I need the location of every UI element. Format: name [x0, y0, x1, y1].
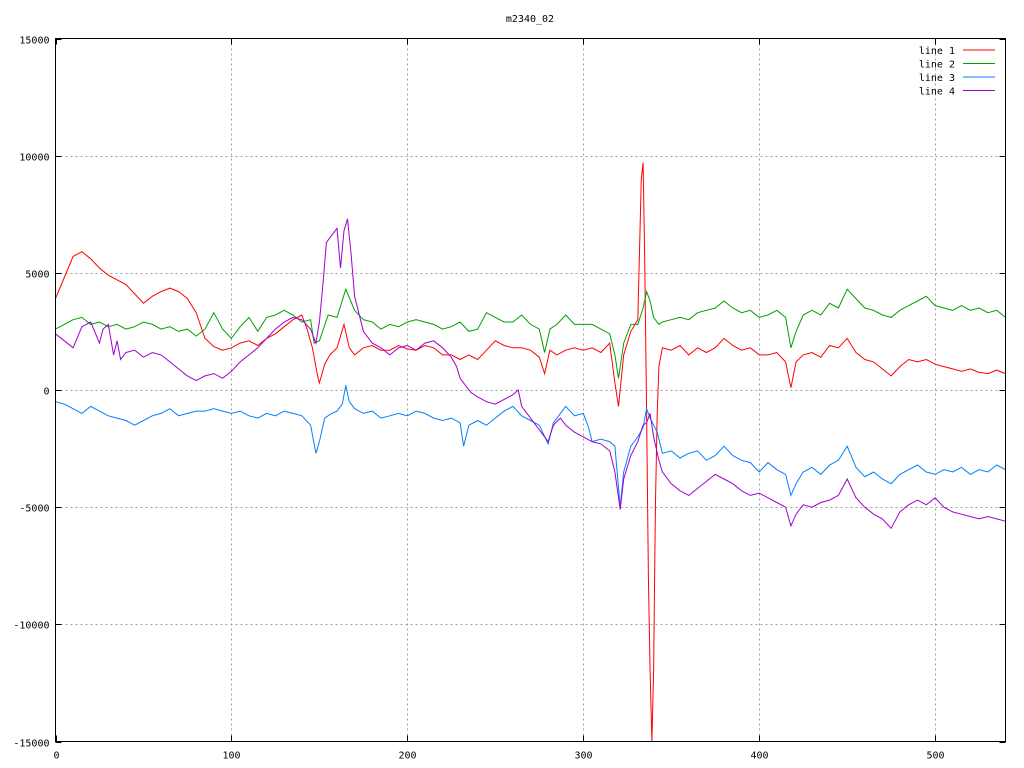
series-line-2 — [55, 287, 1006, 379]
series-line-4 — [55, 218, 1006, 530]
series-line-3 — [55, 385, 1006, 508]
grid — [55, 38, 1006, 742]
x-tick-label: 100 — [222, 751, 240, 762]
series-group — [55, 162, 1006, 742]
y-tick-label: -10000 — [13, 621, 49, 632]
y-tick-label: -5000 — [19, 504, 49, 515]
y-tick-label: 15000 — [19, 36, 49, 47]
legend-label: line 3 — [919, 73, 955, 84]
y-tick-label: 0 — [43, 387, 49, 398]
axis-ticks — [55, 38, 1006, 743]
legend: line 1 line 2 line 3 line 4 — [919, 46, 995, 98]
legend-label: line 4 — [919, 87, 955, 98]
legend-label: line 2 — [919, 60, 955, 71]
x-tick-label: 0 — [53, 751, 59, 762]
y-tick-label: -15000 — [13, 739, 49, 750]
x-tick-label: 300 — [574, 751, 592, 762]
y-tick-label: 5000 — [25, 270, 49, 281]
y-tick-label: 10000 — [19, 153, 49, 164]
legend-label: line 1 — [919, 46, 955, 57]
x-tick-label: 500 — [926, 751, 944, 762]
x-tick-label: 400 — [750, 751, 768, 762]
x-tick-label: 200 — [398, 751, 416, 762]
chart-title: m2340_02 — [506, 14, 554, 25]
tick-labels: 0 100 200 300 400 500 -15000 -10000 -5000 0 5000 10… — [13, 36, 944, 762]
series-line-1 — [55, 162, 1006, 742]
